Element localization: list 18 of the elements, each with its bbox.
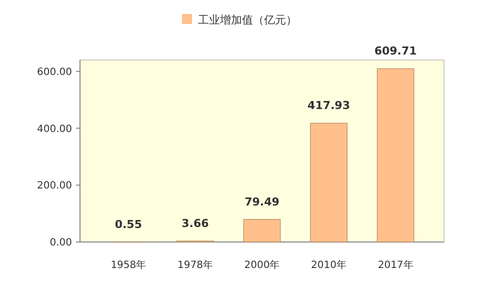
bar [310, 122, 348, 242]
data-label: 3.66 [182, 216, 210, 230]
x-tick-label: 1958年 [110, 259, 146, 271]
x-tick-label: 2017年 [378, 259, 414, 271]
data-label: 0.55 [114, 218, 142, 231]
data-label: 417.93 [308, 99, 350, 112]
legend-label: 工业增加值（亿元） [198, 13, 297, 26]
x-tick-label: 2000年 [244, 259, 280, 271]
bar [376, 68, 414, 242]
y-tick-label: 200.00 [37, 180, 72, 192]
x-tick-label: 1978年 [177, 259, 213, 271]
bar [243, 219, 281, 242]
x-tick-label: 2010年 [311, 259, 347, 271]
y-tick-label: 600.00 [37, 66, 72, 78]
data-label: 609.71 [374, 44, 417, 58]
data-label: 79.49 [244, 195, 280, 208]
y-tick-label: 400.00 [37, 124, 72, 135]
y-tick-label: 0.00 [50, 238, 72, 248]
